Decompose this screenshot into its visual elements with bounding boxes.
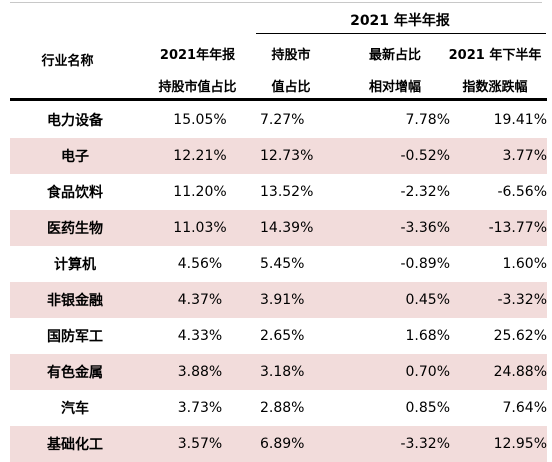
half-share-cell: 2.88% [260,400,305,416]
annual-share-cell: 12.21% [140,138,260,174]
index-change-cell: 7.64% [502,400,547,416]
header-col1-line1: 2021年年报 [159,48,236,63]
header-rule [10,98,547,101]
index-change-cell: -3.32% [450,282,547,318]
header-col4-line1: 2021 年下半年 [448,48,542,63]
top-rule [10,2,542,3]
header-industry: 行业名称 [41,54,94,69]
annual-share-cell: 4.37% [140,282,260,318]
annual-share-cell: 3.73% [177,400,223,416]
holdings-table: 2021 年半年报 行业名称 2021年年报 持股市值占比 持股市 值占比 最新… [10,2,547,462]
industry-cell: 计算机 [54,257,96,273]
index-change-cell: 3.77% [450,138,547,174]
half-share-cell: 3.91% [260,282,340,318]
table-row: 医药生物 11.03% 14.39% -3.36% -13.77% [10,210,547,246]
change-cell: 0.70% [340,354,450,390]
half-share-cell: 7.27% [260,112,305,128]
annual-share-cell: 11.03% [140,210,260,246]
table-row: 基础化工 3.57% 6.89% -3.32% 12.95% [10,426,547,462]
table-row: 有色金属 3.88% 3.18% 0.70% 24.88% [10,354,547,390]
change-cell: 7.78% [405,112,450,128]
index-change-cell: -13.77% [450,210,547,246]
industry-cell: 电子 [10,138,140,174]
half-share-cell: 14.39% [260,210,340,246]
index-change-cell: 12.95% [450,426,547,462]
half-share-cell: 3.18% [260,354,340,390]
index-change-cell: -6.56% [497,184,547,200]
change-cell: -0.89% [400,256,450,272]
index-change-cell: 24.88% [450,354,547,390]
annual-share-cell: 15.05% [173,112,227,128]
table-row: 电子 12.21% 12.73% -0.52% 3.77% [10,138,547,174]
index-change-cell: 1.60% [502,256,547,272]
half-share-cell: 13.52% [260,184,314,200]
annual-share-cell: 4.33% [177,328,223,344]
header-col4-line2: 指数涨跌幅 [462,80,528,95]
table-row: 计算机 4.56% 5.45% -0.89% 1.60% [10,246,547,282]
table-row: 非银金融 4.37% 3.91% 0.45% -3.32% [10,282,547,318]
industry-cell: 国防军工 [47,329,103,345]
industry-cell: 非银金融 [10,282,140,318]
index-change-cell: 25.62% [493,328,547,344]
change-cell: -3.36% [340,210,450,246]
header-col2-line2: 值占比 [271,80,311,95]
annual-share-cell: 11.20% [173,184,227,200]
half-share-cell: 2.65% [260,328,305,344]
change-cell: 0.45% [340,282,450,318]
change-cell: -3.32% [340,426,450,462]
industry-cell: 医药生物 [10,210,140,246]
industry-cell: 有色金属 [10,354,140,390]
index-change-cell: 19.41% [493,112,547,128]
industry-cell: 基础化工 [10,426,140,462]
header-col2-line1: 持股市 [271,48,311,63]
header-group-label: 2021 年半年报 [350,13,450,29]
change-cell: 1.68% [405,328,450,344]
annual-share-cell: 3.57% [140,426,260,462]
header-col3-line2: 相对增幅 [368,80,421,95]
change-cell: 0.85% [405,400,450,416]
half-share-cell: 6.89% [260,426,340,462]
industry-cell: 食品饮料 [47,185,103,201]
header-col3-line1: 最新占比 [368,48,421,63]
data-table: 电力设备 15.05% 7.27% 7.78% 19.41% 电子 12.21%… [10,102,547,462]
group-underline [256,33,546,34]
annual-share-cell: 4.56% [177,256,223,272]
table-row: 汽车 3.73% 2.88% 0.85% 7.64% [10,390,547,426]
industry-cell: 汽车 [61,401,89,417]
industry-cell: 电力设备 [47,113,103,129]
table-row: 食品饮料 11.20% 13.52% -2.32% -6.56% [10,174,547,210]
table-row: 电力设备 15.05% 7.27% 7.78% 19.41% [10,102,547,138]
annual-share-cell: 3.88% [140,354,260,390]
half-share-cell: 5.45% [260,256,305,272]
change-cell: -2.32% [400,184,450,200]
change-cell: -0.52% [340,138,450,174]
header-col1-line2: 持股市值占比 [158,80,237,95]
half-share-cell: 12.73% [260,138,340,174]
table-row: 国防军工 4.33% 2.65% 1.68% 25.62% [10,318,547,354]
